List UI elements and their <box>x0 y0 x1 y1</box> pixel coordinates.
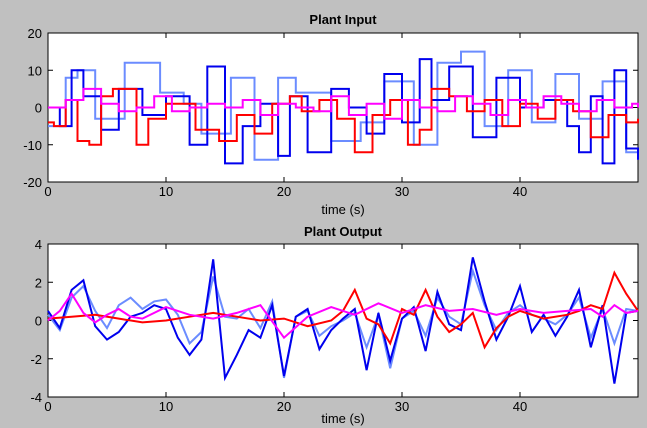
y-tick-label: -10 <box>23 138 42 153</box>
plant-output-chart: Plant Output 0 10 20 30 40 -4 -2 0 2 4 time (s) <box>30 224 639 426</box>
y-tick-label: -2 <box>30 352 42 367</box>
y-tick-label: 0 <box>35 101 42 116</box>
plant-input-chart: Plant Input 0 10 20 30 40 -20 -10 0 10 20 time (s… <box>23 12 639 217</box>
y-tick-label: 0 <box>35 314 42 329</box>
y-tick-label: 20 <box>28 26 42 41</box>
series-line-3 <box>47 270 639 350</box>
chart-title: Plant Output <box>304 224 383 239</box>
x-tick-label: 10 <box>159 399 173 414</box>
x-tick-label: 0 <box>44 184 51 199</box>
y-tick-label: 4 <box>35 237 42 252</box>
series-line-1 <box>48 50 639 161</box>
chart-title: Plant Input <box>309 12 377 27</box>
x-tick-label: 40 <box>513 399 527 414</box>
x-axis-label: time (s) <box>321 411 364 426</box>
y-tick-label: 2 <box>35 275 42 290</box>
y-tick-label: -4 <box>30 390 42 405</box>
x-tick-label: 20 <box>277 399 291 414</box>
series-line-2 <box>47 257 639 384</box>
series-group <box>47 257 639 384</box>
y-tick-label: 10 <box>28 63 42 78</box>
x-axis-label: time (s) <box>321 202 364 217</box>
x-tick-label: 10 <box>159 184 173 199</box>
tick-group: 0 10 20 30 40 -20 -10 0 10 20 <box>23 26 638 199</box>
x-tick-label: 20 <box>277 184 291 199</box>
x-tick-label: 0 <box>44 399 51 414</box>
series-group <box>48 50 639 165</box>
tick-group: 0 10 20 30 40 -4 -2 0 2 4 <box>30 237 638 414</box>
y-tick-label: -20 <box>23 175 42 190</box>
series-line-3 <box>48 87 639 154</box>
x-tick-label: 30 <box>395 184 409 199</box>
x-tick-label: 30 <box>395 399 409 414</box>
series-line-4 <box>47 291 639 340</box>
series-line-4 <box>48 87 639 120</box>
x-tick-label: 40 <box>513 184 527 199</box>
